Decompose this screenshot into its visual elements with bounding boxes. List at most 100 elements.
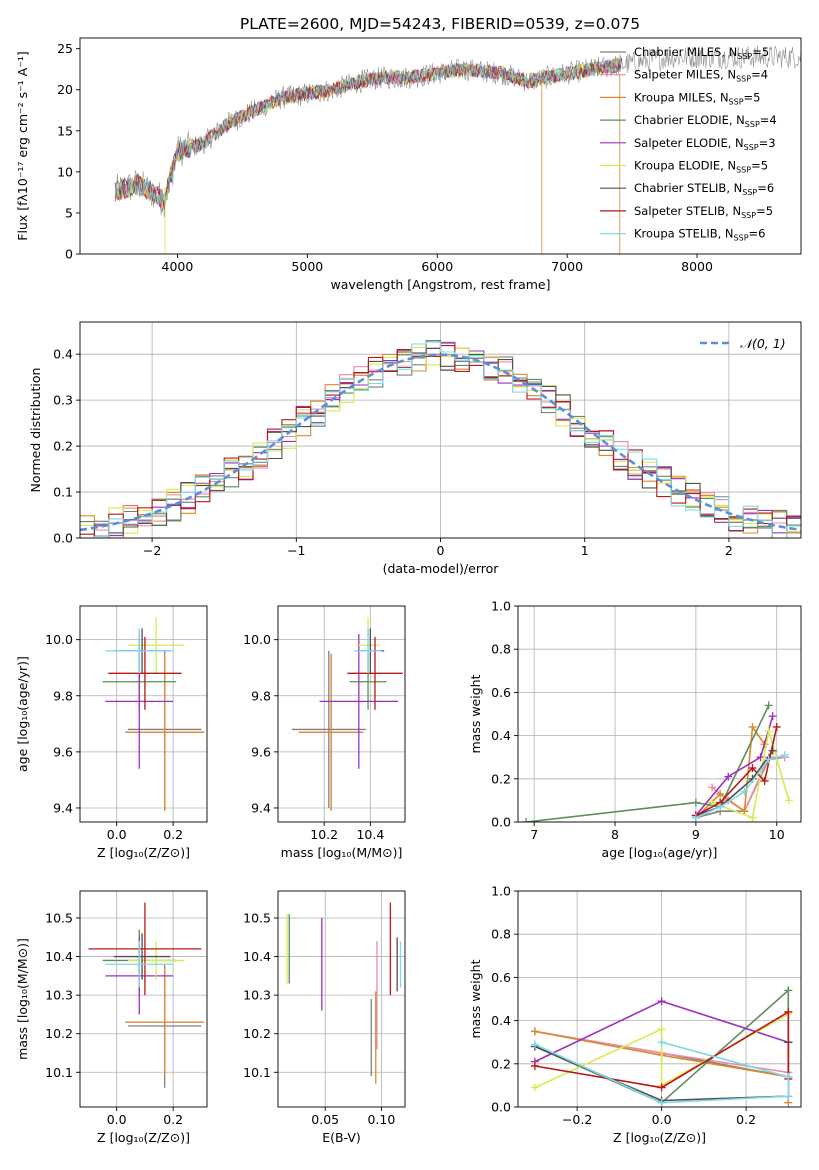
legend-entry: Kroupa ELODIE, NSSP=5: [634, 159, 768, 175]
y-tick-label: 0.4: [53, 347, 73, 362]
weight-point-marker: [716, 802, 725, 811]
y-tick-label: 10.5: [243, 911, 271, 926]
x-tick-label: 0.0: [107, 1112, 127, 1127]
x-tick-label: 1: [581, 543, 589, 558]
weight-point-marker: [760, 776, 769, 785]
y-tick-label: 10.4: [45, 949, 73, 964]
weight-point-marker: [716, 789, 725, 798]
y-tick-label: 0.6: [491, 970, 511, 985]
axes-frame: [277, 890, 406, 1108]
y-tick-label: 0.6: [491, 685, 511, 700]
weight-point-marker: [748, 722, 757, 731]
plot-area: [80, 340, 801, 538]
spectrum-trace: [114, 58, 622, 209]
y-axis-label: mass weight: [468, 674, 483, 753]
y-tick-label: 9.6: [53, 744, 73, 759]
weight-point-marker: [784, 796, 793, 805]
panel-age-vs-metallicity: 0.0 0.2 9.4 9.6 9.8 10.0 Z [log₁₀(Z/Z⊙)] age [l…: [15, 605, 208, 860]
weight-point-marker: [740, 787, 749, 796]
weight-point-marker: [530, 1040, 539, 1049]
x-tick-label: −2: [143, 543, 161, 558]
x-axis-label: wavelength [Angstrom, rest frame]: [330, 277, 550, 292]
panel-residual-histogram: −2 −1 0 1 2 0.0 0.1 0.2 0.3 0.4 (data-model)/error…: [28, 321, 802, 576]
x-tick-label: 2: [725, 543, 733, 558]
legend-entry: Chabrier MILES, NSSP=5: [634, 45, 769, 61]
y-tick-label: 10.0: [243, 632, 271, 647]
y-tick-label: 10.5: [45, 911, 73, 926]
weight-point-marker: [657, 1025, 666, 1034]
spectrum-trace: [114, 58, 622, 206]
y-tick-label: 0.2: [53, 439, 73, 454]
y-tick-label: 10.3: [45, 988, 73, 1003]
y-tick-label: 10.2: [243, 1026, 271, 1041]
x-axis-label: Z [log₁₀(Z/Z⊙)]: [97, 1130, 190, 1145]
y-tick-label: 0.0: [53, 531, 73, 546]
y-tick-label: 9.8: [53, 688, 73, 703]
x-tick-label: 8000: [681, 259, 713, 274]
axes-frame: [517, 890, 802, 1108]
weight-point-marker: [784, 1007, 793, 1016]
weight-series-line: [526, 705, 770, 822]
weight-point-marker: [530, 1061, 539, 1070]
y-tick-label: 10.1: [243, 1065, 271, 1080]
y-tick-label: 10.3: [243, 988, 271, 1003]
y-tick-label: 0.4: [491, 1013, 511, 1028]
histogram-legend: 𝒩(0, 1): [700, 336, 786, 351]
axes-frame: [517, 605, 802, 823]
legend-entry: Salpeter STELIB, NSSP=5: [634, 204, 773, 220]
x-tick-label: 0.2: [163, 827, 183, 842]
x-tick-label: 10: [769, 827, 785, 842]
x-axis-label: mass [log₁₀(M/M⊙)]: [281, 845, 403, 860]
legend-entry: Kroupa STELIB, NSSP=6: [634, 227, 765, 243]
x-tick-label: 7: [530, 827, 538, 842]
y-tick-label: 9.4: [251, 800, 271, 815]
spectrum-trace: [114, 45, 801, 218]
weight-point-marker: [657, 997, 666, 1006]
y-tick-label: 0.3: [53, 393, 73, 408]
figure-title: PLATE=2600, MJD=54243, FIBERID=0539, z=0…: [240, 15, 640, 33]
weight-series-line: [711, 731, 790, 819]
axes-frame: [277, 605, 406, 823]
spectrum-legend: Chabrier MILES, NSSP=5 Salpeter MILES, NS…: [600, 45, 777, 243]
legend-entry: Salpeter MILES, NSSP=4: [634, 68, 768, 84]
x-tick-label: 5000: [291, 259, 323, 274]
weight-point-marker: [724, 772, 733, 781]
axes-frame: [79, 37, 802, 255]
weight-point-marker: [657, 1038, 666, 1047]
weight-series-line: [695, 750, 774, 817]
x-axis-label: Z [log₁₀(Z/Z⊙)]: [97, 845, 190, 860]
weight-point-marker: [691, 813, 700, 822]
weight-point-marker: [530, 1083, 539, 1092]
x-tick-label: 10.2: [310, 827, 338, 842]
x-tick-label: 4000: [162, 259, 194, 274]
plot-area: [522, 701, 793, 822]
weight-point-marker: [691, 798, 700, 807]
y-tick-label: 0.2: [491, 771, 511, 786]
plot-area: [114, 45, 801, 254]
weight-series-line: [534, 1010, 790, 1089]
histogram-series: [80, 341, 801, 538]
y-tick-label: 9.8: [251, 688, 271, 703]
x-tick-label: 9: [692, 827, 700, 842]
y-tick-label: 25: [57, 41, 73, 56]
y-tick-label: 10.2: [45, 1026, 73, 1041]
legend-entry: 𝒩(0, 1): [740, 336, 786, 351]
weight-point-marker: [522, 818, 531, 822]
weight-point-marker: [657, 1083, 666, 1092]
y-tick-label: 9.4: [53, 800, 73, 815]
weight-point-marker: [530, 1027, 539, 1036]
y-tick-label: 9.6: [251, 744, 271, 759]
plots-layer: 4000 5000 6000 7000 80000510152025wavelength…: [15, 37, 802, 1145]
y-tick-label: 0: [65, 247, 73, 262]
plot-area: [102, 617, 205, 811]
weight-point-marker: [780, 751, 789, 760]
x-tick-label: 7000: [551, 259, 583, 274]
weight-point-marker: [764, 727, 773, 736]
y-tick-label: 1.0: [491, 599, 511, 614]
y-tick-label: 20: [57, 82, 73, 97]
weight-point-marker: [764, 701, 773, 710]
y-tick-label: 10.1: [45, 1065, 73, 1080]
legend-entry: Chabrier ELODIE, NSSP=4: [634, 113, 777, 129]
weight-point-marker: [748, 813, 757, 822]
